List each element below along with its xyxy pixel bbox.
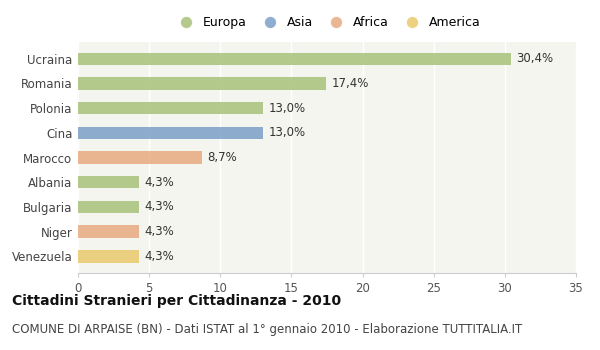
Text: 30,4%: 30,4%: [516, 52, 553, 65]
Text: 13,0%: 13,0%: [269, 126, 306, 139]
Text: 4,3%: 4,3%: [145, 250, 175, 263]
Text: 8,7%: 8,7%: [208, 151, 237, 164]
Bar: [78, 151, 202, 164]
Bar: [78, 127, 263, 139]
Bar: [78, 225, 139, 238]
Text: COMUNE DI ARPAISE (BN) - Dati ISTAT al 1° gennaio 2010 - Elaborazione TUTTITALIA: COMUNE DI ARPAISE (BN) - Dati ISTAT al 1…: [12, 322, 522, 336]
Legend: Europa, Asia, Africa, America: Europa, Asia, Africa, America: [168, 11, 486, 34]
Text: 17,4%: 17,4%: [331, 77, 368, 90]
Text: 4,3%: 4,3%: [145, 225, 175, 238]
Text: 4,3%: 4,3%: [145, 201, 175, 214]
Bar: [78, 102, 263, 114]
Bar: [78, 176, 139, 188]
Bar: [78, 77, 326, 90]
Text: 4,3%: 4,3%: [145, 176, 175, 189]
Bar: [78, 52, 511, 65]
Text: 13,0%: 13,0%: [269, 102, 306, 114]
Bar: [78, 201, 139, 213]
Text: Cittadini Stranieri per Cittadinanza - 2010: Cittadini Stranieri per Cittadinanza - 2…: [12, 294, 341, 308]
Bar: [78, 250, 139, 262]
